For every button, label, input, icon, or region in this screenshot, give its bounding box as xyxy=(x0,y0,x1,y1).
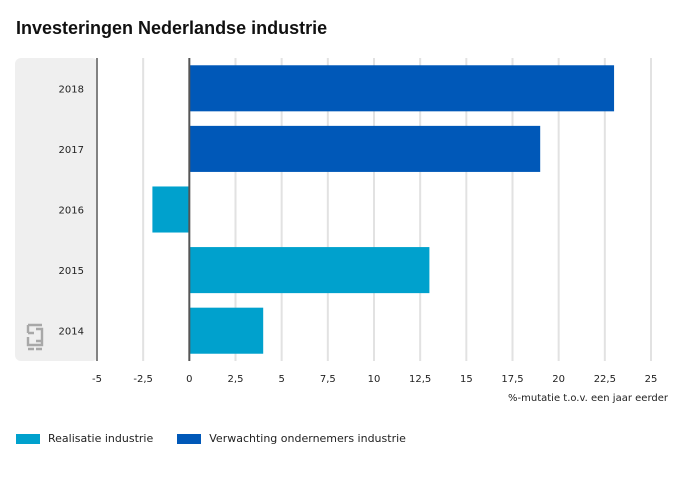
category-label: 2016 xyxy=(59,206,84,217)
legend-label-verwachting: Verwachting ondernemers industrie xyxy=(209,432,406,445)
x-tick-label: 10 xyxy=(368,374,381,385)
x-tick-label: 25 xyxy=(645,374,658,385)
x-axis-label: %-mutatie t.o.v. een jaar eerder xyxy=(508,393,669,404)
x-tick-label: 17,5 xyxy=(501,374,523,385)
x-tick-label: 0 xyxy=(186,374,192,385)
category-panel-bg xyxy=(15,58,98,361)
x-tick-labels: -5 -2,5 0 2,5 5 7,5 10 12,5 15 17,5 20 22,5 25 xyxy=(92,374,657,385)
category-panel xyxy=(15,58,98,361)
bar-2015 xyxy=(189,247,430,294)
bar-2018 xyxy=(189,65,615,112)
legend-label-realisatie: Realisatie industrie xyxy=(48,432,154,445)
bar-2016 xyxy=(152,186,190,233)
cbs-logo-icon xyxy=(26,323,44,351)
x-tick-label: 12,5 xyxy=(409,374,431,385)
category-labels: 2018 2017 2016 2015 2014 xyxy=(59,84,84,337)
category-label: 2017 xyxy=(59,145,84,156)
bar-2014 xyxy=(189,307,264,354)
x-tick-label: 20 xyxy=(552,374,565,385)
bar-2017 xyxy=(189,125,541,172)
category-label: 2014 xyxy=(59,327,84,338)
x-tick-label: 2,5 xyxy=(228,374,244,385)
x-tick-label: -2,5 xyxy=(133,374,153,385)
axes xyxy=(96,58,191,361)
legend-swatch-verwachting xyxy=(177,433,202,444)
category-label: 2018 xyxy=(59,84,84,95)
x-tick-label: 22,5 xyxy=(594,374,616,385)
legend-item-verwachting: Verwachting ondernemers industrie xyxy=(177,432,406,445)
bars xyxy=(152,65,615,354)
category-label: 2015 xyxy=(59,266,84,277)
legend-swatch-realisatie xyxy=(16,433,40,444)
x-tick-label: 5 xyxy=(278,374,284,385)
legend-item-realisatie: Realisatie industrie xyxy=(16,432,153,445)
x-tick-label: 15 xyxy=(460,374,473,385)
x-tick-label: 7,5 xyxy=(320,374,336,385)
x-tick-label: -5 xyxy=(92,374,102,385)
legend: Realisatie industrie Verwachting onderne… xyxy=(16,432,406,445)
chart-title: Investeringen Nederlandse industrie xyxy=(16,18,328,38)
